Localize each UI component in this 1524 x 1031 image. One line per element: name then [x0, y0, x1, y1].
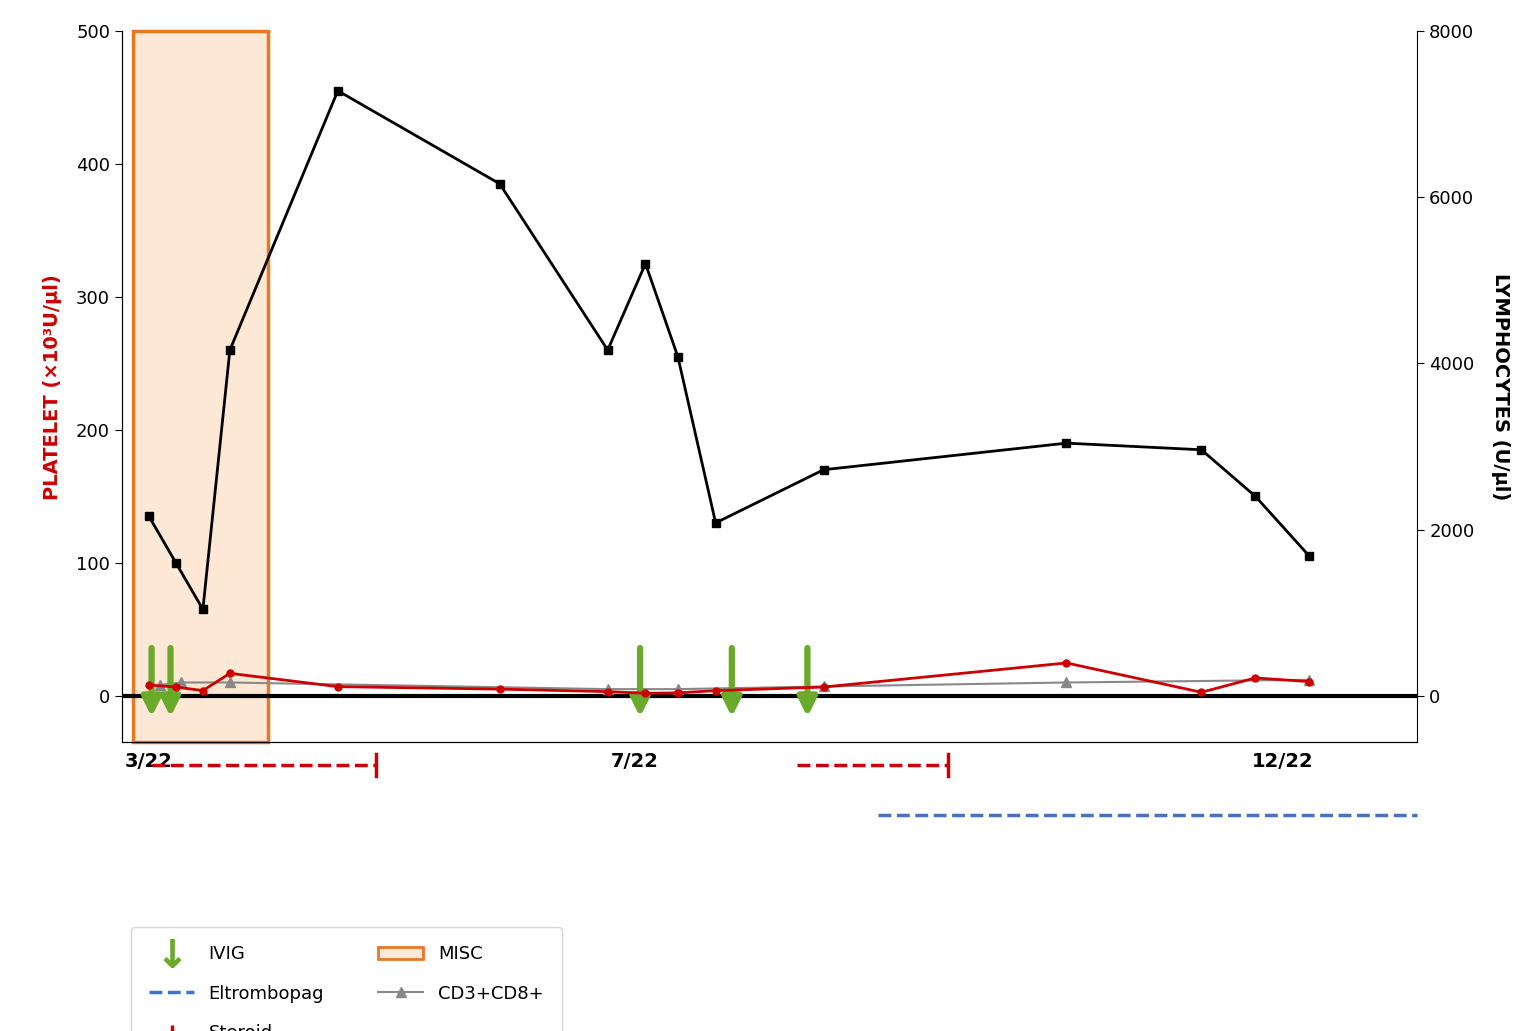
Y-axis label: PLATELET (×10³U/μl): PLATELET (×10³U/μl) [43, 274, 62, 499]
Legend: IVIG, Eltrombopag, Steroid, MISC, CD3+CD8+: IVIG, Eltrombopag, Steroid, MISC, CD3+CD… [131, 927, 561, 1031]
Y-axis label: LYMPHOCYTES (U/μl): LYMPHOCYTES (U/μl) [1490, 273, 1510, 500]
Bar [133, 31, 268, 742]
